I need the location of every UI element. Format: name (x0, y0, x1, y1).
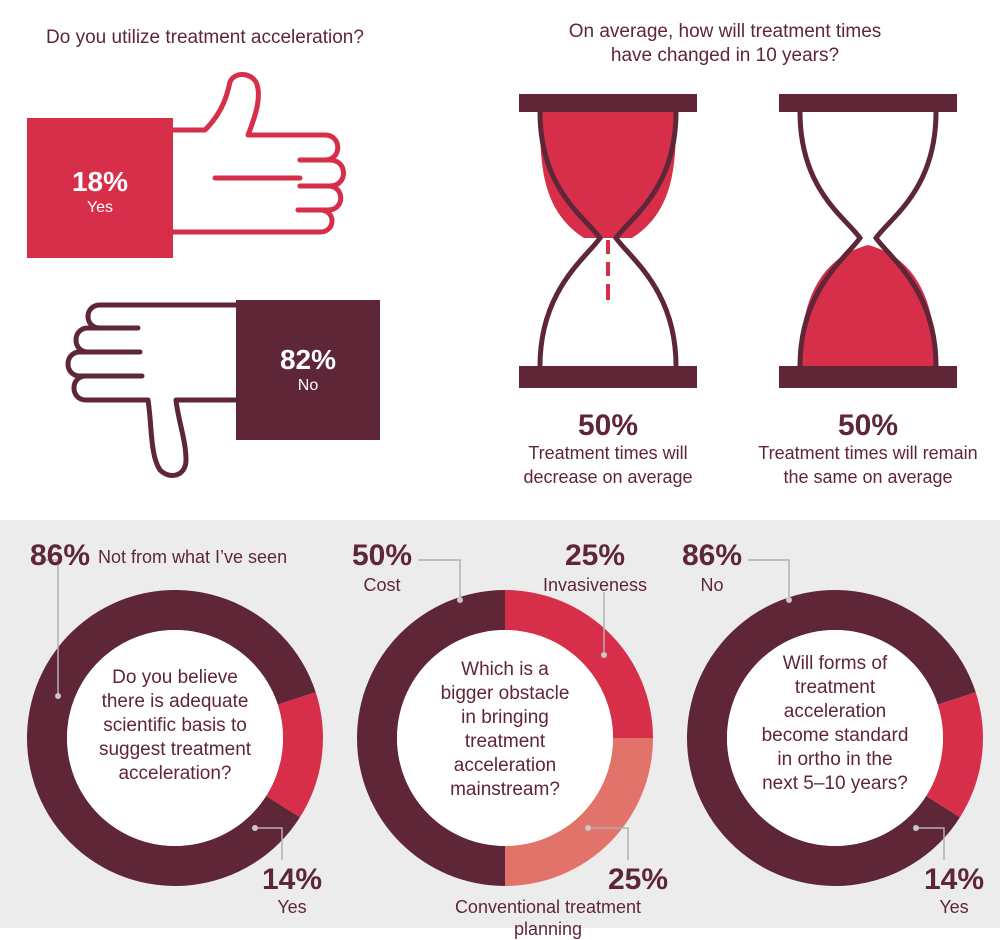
right-hourglass-percent: 50% (837, 409, 899, 442)
yes-label: Yes (86, 199, 114, 216)
thumbs-illustration (65, 72, 346, 478)
d2-c-percent: 25% (608, 863, 669, 896)
d3-q-line: Will forms of (782, 653, 888, 674)
donut-charts (27, 559, 983, 886)
leader-line (748, 559, 790, 600)
left-hourglass-percent: 50% (577, 409, 639, 442)
leader-dot (252, 825, 258, 831)
thumbs-down-icon (65, 302, 241, 478)
d3-center (727, 630, 943, 846)
thumbs-question: Do you utilize treatment acceleration? (46, 27, 364, 48)
d1-q-line: Do you believe (112, 667, 238, 688)
leader-dot (55, 693, 61, 699)
left-hourglass-label-2: decrease on average (523, 467, 693, 487)
right-hourglass-label-2: the same on average (783, 467, 953, 487)
hourglass-question-line2: have changed in 10 years? (610, 45, 840, 66)
d3-slice-1 (926, 692, 983, 818)
d2-question: Which is a bigger obstacle in bringing t… (425, 658, 585, 802)
d3-a-label: No (700, 575, 724, 595)
d3-q-line: in ortho in the (777, 749, 893, 770)
yes-box: 18% Yes (27, 118, 173, 258)
no-box: 82% No (236, 300, 380, 440)
d3-q-line: treatment (794, 677, 876, 698)
d1-b-percent: 14% (262, 863, 323, 896)
d2-a-percent: 50% (352, 539, 413, 572)
d2-slice-0 (357, 590, 505, 886)
d2-b-percent: 25% (564, 539, 626, 572)
d2-q-line: mainstream? (450, 779, 560, 800)
d2-a-label: Cost (363, 575, 401, 595)
leader-dot (786, 597, 792, 603)
d3-b-percent: 14% (924, 863, 985, 896)
d2-slice-2 (505, 738, 653, 886)
d1-q-line: there is adequate (101, 691, 249, 712)
leader-line (916, 827, 945, 860)
d1-question: Do you believe there is adequate scienti… (85, 666, 265, 786)
d2-q-line: acceleration (453, 755, 557, 776)
d3-question: Will forms of treatment acceleration bec… (755, 652, 915, 796)
d2-center (397, 630, 613, 846)
no-label: No (297, 377, 319, 394)
leader-line (588, 827, 629, 860)
d1-q-line: scientific basis to (103, 715, 247, 736)
d3-a-percent: 86% (682, 539, 743, 572)
left-hourglass-label-1: Treatment times will (528, 443, 688, 463)
d2-c-label: Conventional treatment planning (454, 897, 642, 939)
d1-a-label: Not from what I’ve seen (98, 547, 288, 567)
right-hourglass-label-1: Treatment times will remain (758, 443, 978, 463)
hourglass-same-icon (779, 94, 957, 388)
leader-dot (585, 825, 591, 831)
d2-slice-1 (505, 590, 653, 738)
d2-q-line: bigger obstacle (440, 683, 570, 704)
d1-b-label: Yes (277, 897, 307, 917)
d1-q-line: acceleration? (118, 763, 232, 784)
d2-q-line: in bringing (461, 707, 549, 728)
leader-line (255, 827, 283, 860)
d1-slice-1 (266, 692, 323, 818)
d3-q-line: become standard (761, 725, 909, 746)
d2-q-line: Which is a (461, 659, 549, 680)
d3-b-label: Yes (939, 897, 969, 917)
d1-a-percent: 86% (30, 539, 91, 572)
d2-q-line: treatment (464, 731, 546, 752)
hourglass-question-line1: On average, how will treatment times (568, 21, 882, 42)
d3-q-line: next 5–10 years? (762, 773, 908, 794)
leader-dot (601, 652, 607, 658)
leader-line (418, 559, 461, 600)
yes-percent: 18% (71, 166, 129, 197)
hourglass-decrease-icon (519, 94, 697, 388)
hourglass-illustration (519, 94, 957, 388)
leader-dot (457, 597, 463, 603)
no-percent: 82% (279, 344, 337, 375)
thumbs-up-icon (169, 72, 346, 235)
d3-q-line: acceleration (783, 701, 887, 722)
leader-line (40, 559, 59, 696)
d2-b-label: Invasiveness (542, 575, 648, 595)
d1-center (67, 630, 283, 846)
d1-q-line: suggest treatment (98, 739, 252, 760)
leader-dot (913, 825, 919, 831)
